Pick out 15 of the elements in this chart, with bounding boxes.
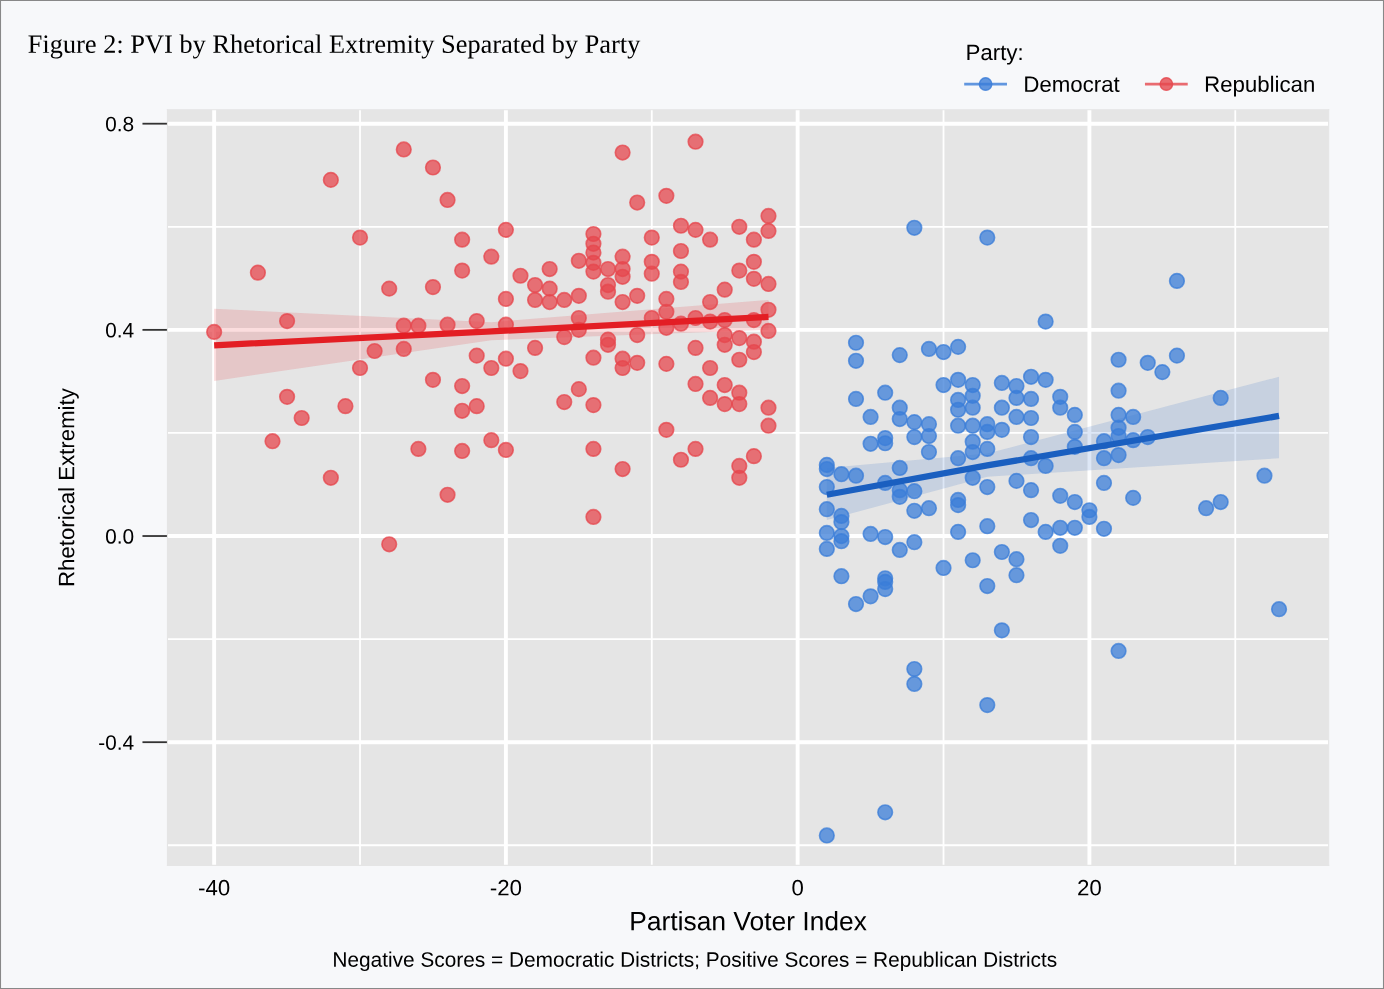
x-tick-label: 0 — [792, 879, 803, 896]
x-axis-title: Partisan Voter Index — [631, 911, 867, 931]
y-tick-label: 0.0 — [105, 529, 134, 544]
y-tick-label: -0.4 — [99, 735, 134, 750]
y-axis-title: Rhetorical Extremity — [58, 388, 79, 586]
x-tick-label: -20 — [490, 879, 522, 896]
y-tick-label: 0.4 — [105, 322, 134, 338]
legend-label: Democrat — [1025, 76, 1120, 93]
y-tick-label: 0.8 — [105, 116, 134, 132]
legend-title: Party: — [967, 44, 1022, 65]
text: Negative Scores = Democratic Districts; Positive Scores = Republican Districts — [334, 951, 1057, 972]
x-tick-label: 20 — [1078, 879, 1101, 896]
legend-label: Republican — [1205, 75, 1314, 97]
x-tick-label: -40 — [199, 879, 230, 896]
chart-title: Figure 2: PVI by Rhetorical Extremity Separated by Party — [28, 34, 641, 59]
